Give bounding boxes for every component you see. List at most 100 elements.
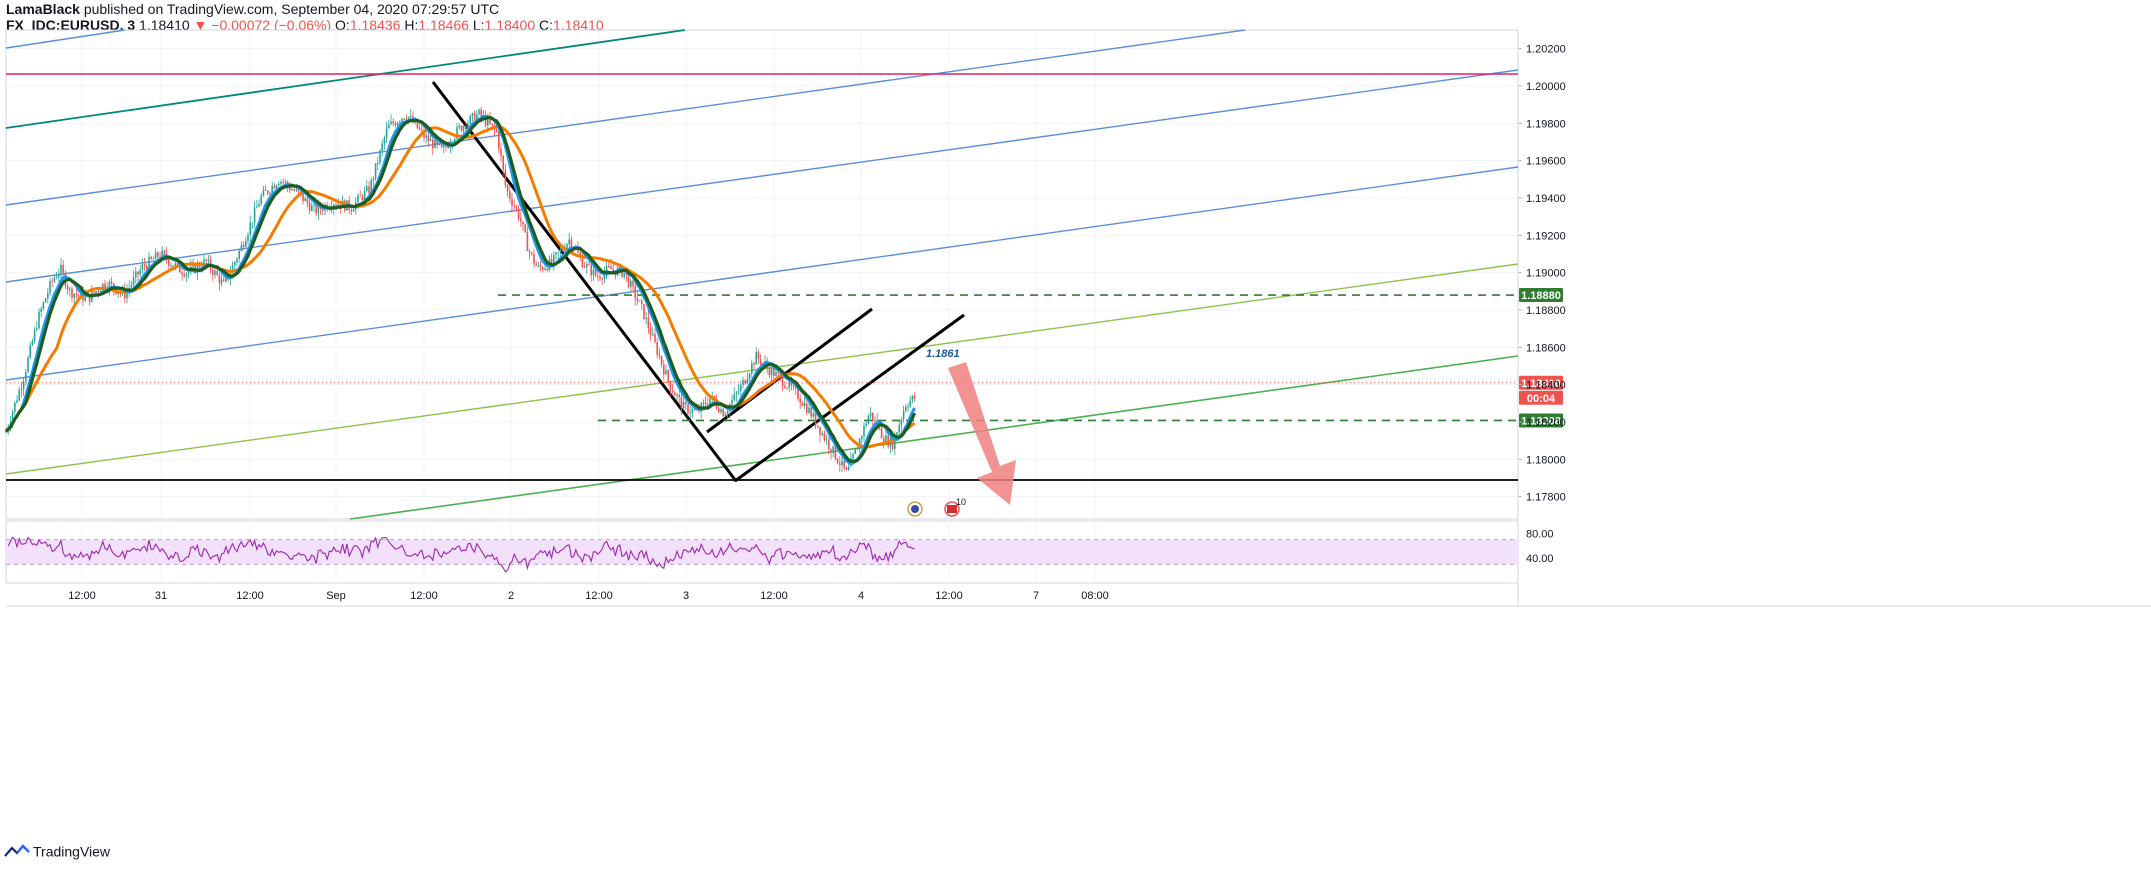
candle-body <box>658 354 661 357</box>
candle-body <box>577 248 579 253</box>
candle-body <box>814 413 817 426</box>
high-value: 1.18466 <box>418 17 469 33</box>
candle-body <box>687 404 689 413</box>
candle-body <box>220 279 223 284</box>
candle-body <box>698 409 700 412</box>
candle-body <box>909 400 911 407</box>
footer-brand[interactable]: TradingView <box>33 843 111 860</box>
candle-body <box>515 206 518 209</box>
price-label-bg <box>1519 413 1563 428</box>
candle-body <box>502 155 504 170</box>
candle-body <box>25 372 27 382</box>
candle-body <box>737 391 740 393</box>
last-price: 1.18410 <box>139 17 190 33</box>
candle-body <box>676 394 678 396</box>
y-tick-label: 1.18200 <box>1526 417 1566 429</box>
open-label: O: <box>335 17 350 33</box>
candle-body <box>139 269 141 275</box>
candle-body <box>594 269 597 276</box>
candle-body <box>770 368 773 375</box>
close-label: C: <box>539 17 554 33</box>
candle-body <box>537 265 540 267</box>
candle-body <box>187 272 190 274</box>
candle-body <box>18 389 20 401</box>
y-tick-label: 1.18400 <box>1526 380 1566 392</box>
candle-body <box>110 281 113 284</box>
candle-body <box>597 275 599 277</box>
candle-body <box>649 328 652 336</box>
candle-body <box>29 345 31 358</box>
candle-body <box>58 273 60 278</box>
candle-body <box>77 294 80 296</box>
candle-body <box>669 381 672 391</box>
symbol-label[interactable]: FX_IDC:EURUSD, 3 <box>6 17 136 33</box>
candle-body <box>526 232 529 251</box>
candle-body <box>495 129 498 132</box>
candle-body <box>693 409 696 411</box>
candle-body <box>678 394 680 397</box>
candle-body <box>513 205 515 207</box>
candle-body <box>317 204 320 214</box>
candle-body <box>242 244 245 248</box>
candle-body <box>480 109 482 117</box>
candle-body <box>898 424 900 433</box>
candle-body <box>852 453 854 459</box>
candle-body <box>440 144 443 148</box>
candle-body <box>517 208 520 219</box>
candle-body <box>819 426 821 435</box>
candle-body <box>647 317 650 329</box>
candle-body <box>561 249 564 251</box>
candle-body <box>476 114 478 122</box>
channel-lower-line <box>734 313 965 483</box>
candle-body <box>434 139 436 149</box>
candle-body <box>284 182 287 184</box>
candle-body <box>581 256 584 268</box>
event-icon: 10 <box>944 497 966 517</box>
candle-body <box>216 270 218 276</box>
candle-body <box>489 118 491 124</box>
candle-body <box>40 308 42 312</box>
candle-body <box>372 178 375 180</box>
price-label-support: 1.18208 <box>1521 415 1561 427</box>
y-tick-label: 1.18600 <box>1526 342 1566 354</box>
candle-body <box>546 268 548 271</box>
moving-averages-layer <box>4 114 917 466</box>
candle-body <box>874 420 876 422</box>
candle-body <box>671 390 674 393</box>
candle-body <box>665 370 667 375</box>
tradingview-logo-icon[interactable] <box>4 844 30 858</box>
candle-body <box>297 188 300 192</box>
candle-body <box>709 398 711 405</box>
candle-body <box>781 375 784 386</box>
candle-body <box>383 137 386 144</box>
candle-body <box>579 252 581 257</box>
candle-body <box>832 446 834 453</box>
candle-body <box>880 427 883 439</box>
channel-line-blue <box>5 166 1519 381</box>
ma-slow-line <box>4 125 916 449</box>
published-text: published on TradingView.com, September … <box>83 1 500 17</box>
candle-body <box>16 400 18 403</box>
x-tick-label: 12:00 <box>585 590 613 602</box>
candle-body <box>878 427 881 429</box>
candle-body <box>619 266 621 268</box>
candle-body <box>465 125 467 129</box>
candle-body <box>269 193 271 195</box>
candle-body <box>836 458 839 463</box>
candle-body <box>214 270 216 275</box>
candle-body <box>289 186 291 191</box>
candle-body <box>401 118 403 123</box>
candle-body <box>643 304 645 320</box>
candle-body <box>95 291 97 294</box>
candle-body <box>841 460 843 466</box>
candle-body <box>467 123 469 129</box>
candle-body <box>97 291 100 293</box>
candle-body <box>601 278 603 280</box>
candle-body <box>368 186 370 193</box>
publisher-name[interactable]: LamaBlack <box>6 1 80 17</box>
candle-body <box>691 409 694 413</box>
candle-body <box>88 294 91 302</box>
candle-body <box>73 293 75 298</box>
candle-body <box>55 277 58 279</box>
